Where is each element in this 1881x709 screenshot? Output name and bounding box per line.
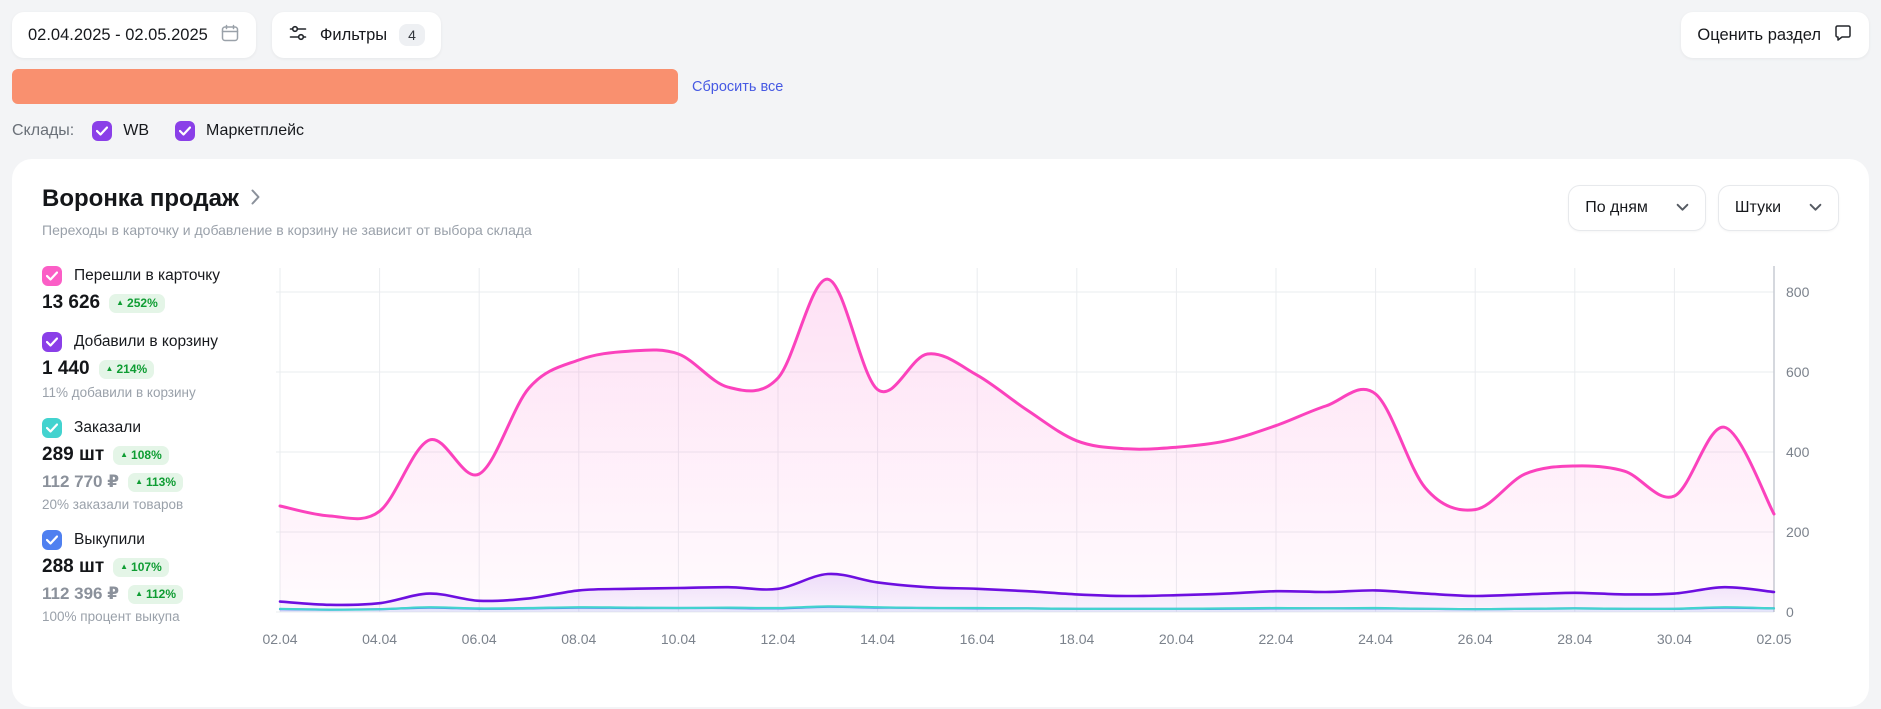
checkbox-wb[interactable] (92, 121, 113, 141)
svg-text:08.04: 08.04 (561, 631, 596, 647)
metric-note: 11% добавили в корзину (42, 385, 196, 400)
svg-text:20.04: 20.04 (1159, 631, 1194, 647)
svg-text:02.04: 02.04 (262, 631, 297, 647)
svg-text:22.04: 22.04 (1258, 631, 1293, 647)
checkbox-ordered[interactable] (42, 418, 62, 438)
metric-value: 1 440 (42, 358, 90, 379)
svg-text:26.04: 26.04 (1458, 631, 1493, 647)
legend-item-bought: Выкупили 288 шт ▲ 107% 112 396 ₽ ▲ 112% 10… (42, 530, 270, 624)
top-toolbar: 02.04.2025 - 02.05.2025 Фильтры 4 Оценит… (0, 0, 1881, 58)
chart-legend: Перешли в карточку 13 626 ▲ 252% Добавили… (42, 262, 270, 652)
growth-badge: ▲ 112% (128, 584, 184, 604)
filters-icon (288, 23, 308, 48)
growth-badge: ▲ 108% (113, 445, 169, 465)
svg-text:12.04: 12.04 (760, 631, 795, 647)
svg-text:28.04: 28.04 (1557, 631, 1592, 647)
legend-toggle-card-views[interactable]: Перешли в карточку (42, 266, 270, 286)
metric-value-rub: 112 770 ₽ (42, 472, 120, 491)
chevron-down-icon (1676, 199, 1689, 217)
legend-item-added-to-cart: Добавили в корзину 1 440 ▲ 214% 11% добав… (42, 332, 270, 400)
svg-text:06.04: 06.04 (462, 631, 497, 647)
growth-badge: ▲ 113% (128, 472, 184, 492)
metric-value: 288 шт (42, 556, 105, 577)
svg-text:16.04: 16.04 (960, 631, 995, 647)
up-arrow-icon: ▲ (120, 562, 129, 571)
calendar-icon (220, 23, 240, 48)
units-value: Штуки (1734, 199, 1781, 216)
svg-text:200: 200 (1786, 524, 1810, 540)
filters-count-badge: 4 (399, 24, 425, 46)
checkbox-bought[interactable] (42, 530, 62, 550)
metric-note: 20% заказали товаров (42, 497, 184, 512)
group-by-value: По дням (1585, 199, 1648, 216)
up-arrow-icon: ▲ (120, 450, 129, 459)
rate-section-label: Оценить раздел (1697, 25, 1821, 44)
chevron-down-icon (1809, 199, 1822, 217)
svg-text:0: 0 (1786, 604, 1794, 620)
rate-section-button[interactable]: Оценить раздел (1681, 12, 1869, 58)
check-icon (46, 535, 58, 545)
page-title: Воронка продаж (42, 185, 239, 212)
svg-text:18.04: 18.04 (1059, 631, 1094, 647)
units-select[interactable]: Штуки (1717, 185, 1839, 231)
warehouses-row: Склады: WB Маркетплейс (0, 104, 1881, 141)
svg-text:14.04: 14.04 (860, 631, 895, 647)
warehouse-option-wb[interactable]: WB (92, 121, 149, 141)
chevron-right-icon (251, 189, 260, 210)
svg-text:10.04: 10.04 (661, 631, 696, 647)
legend-toggle-bought[interactable]: Выкупили (42, 530, 270, 550)
warehouse-marketplace-label: Маркетплейс (206, 122, 305, 139)
legend-item-card-views: Перешли в карточку 13 626 ▲ 252% (42, 266, 270, 314)
funnel-title-link[interactable]: Воронка продаж (42, 185, 532, 213)
warehouses-label: Склады: (12, 122, 75, 139)
feedback-bubble-icon (1833, 23, 1853, 48)
check-icon (96, 126, 109, 136)
filters-label: Фильтры (319, 25, 388, 44)
up-arrow-icon: ▲ (135, 477, 143, 486)
legend-toggle-added-to-cart[interactable]: Добавили в корзину (42, 332, 270, 352)
filters-button[interactable]: Фильтры 4 (271, 12, 441, 58)
svg-text:04.04: 04.04 (362, 631, 397, 647)
svg-text:30.04: 30.04 (1657, 631, 1692, 647)
metric-value-rub: 112 396 ₽ (42, 584, 120, 603)
checkbox-card-views[interactable] (42, 266, 62, 286)
funnel-chart-area: 0 200 400 600 800 02.04 04.04 06.04 08.04 10.04 12… (262, 262, 1839, 652)
date-range-value: 02.04.2025 - 02.05.2025 (28, 25, 208, 44)
svg-text:02.05: 02.05 (1756, 631, 1791, 647)
active-filters-row: Сбросить все (0, 58, 1881, 104)
card-header: Воронка продаж Переходы в карточку и доб… (42, 185, 1839, 238)
reset-all-link[interactable]: Сбросить все (692, 78, 784, 95)
svg-text:800: 800 (1786, 284, 1810, 300)
up-arrow-icon: ▲ (105, 364, 114, 373)
check-icon (46, 337, 58, 347)
funnel-subtitle: Переходы в карточку и добавление в корзи… (42, 222, 532, 238)
metric-note: 100% процент выкупа (42, 609, 180, 624)
check-icon (179, 126, 192, 136)
growth-badge: ▲ 107% (113, 557, 169, 577)
up-arrow-icon: ▲ (135, 589, 143, 598)
growth-badge: ▲ 214% (98, 359, 155, 379)
legend-toggle-ordered[interactable]: Заказали (42, 418, 270, 438)
highlighted-filter-bar (12, 69, 678, 104)
svg-text:400: 400 (1786, 444, 1810, 460)
warehouse-option-marketplace[interactable]: Маркетплейс (175, 121, 304, 141)
group-by-select[interactable]: По дням (1568, 185, 1706, 231)
svg-text:24.04: 24.04 (1358, 631, 1393, 647)
date-range-picker[interactable]: 02.04.2025 - 02.05.2025 (12, 12, 256, 58)
check-icon (46, 271, 58, 281)
legend-item-ordered: Заказали 289 шт ▲ 108% 112 770 ₽ ▲ 113% 20… (42, 418, 270, 512)
sales-funnel-card: Воронка продаж Переходы в карточку и доб… (12, 159, 1869, 707)
checkbox-marketplace[interactable] (175, 121, 196, 141)
funnel-chart: 0 200 400 600 800 02.04 04.04 06.04 08.04 10.04 12… (262, 266, 1810, 647)
checkbox-added-to-cart[interactable] (42, 332, 62, 352)
metric-value: 289 шт (42, 444, 105, 465)
growth-badge: ▲ 252% (109, 293, 165, 313)
warehouse-wb-label: WB (123, 122, 150, 139)
svg-text:600: 600 (1786, 364, 1810, 380)
up-arrow-icon: ▲ (116, 298, 125, 307)
check-icon (46, 423, 58, 433)
metric-value: 13 626 (42, 292, 101, 313)
